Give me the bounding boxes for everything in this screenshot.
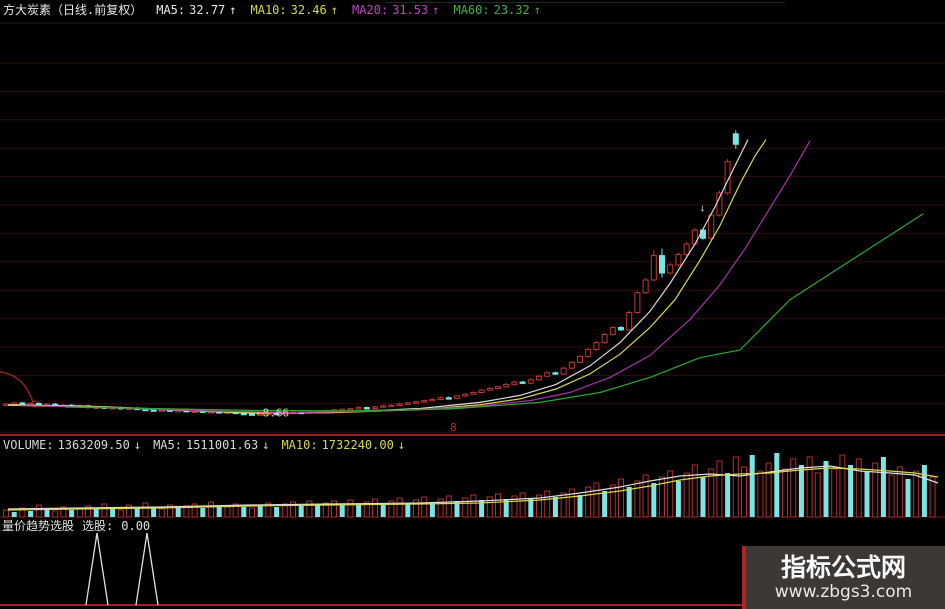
- down-arrow-icon: ↓: [133, 438, 142, 452]
- svg-text:←8.66: ←8.66: [256, 406, 289, 419]
- stock-title: 方大炭素（日线.前复权）: [3, 3, 143, 17]
- window-edge-line: [385, 2, 785, 3]
- up-arrow-icon: ↑: [533, 3, 541, 17]
- indicator-header: 量价趋势选股 选股: 0.00: [2, 519, 150, 534]
- down-arrow-icon: ↓: [262, 438, 270, 452]
- ma60-readout: MA60: 23.32 ↑: [453, 3, 541, 17]
- watermark-logo: 指标公式网 www.zbgs3.com: [742, 546, 945, 609]
- volume-header: VOLUME: 1363209.50 ↓ MA5: 1511001.63 ↓ MA10:…: [3, 438, 405, 453]
- ma5-readout: MA5: 32.77 ↑: [156, 3, 237, 17]
- panel-divider[interactable]: [0, 434, 945, 436]
- volume-chart[interactable]: [0, 436, 945, 518]
- watermark-red-stripe: [742, 546, 746, 609]
- candlestick-chart[interactable]: ←8.66 ↓: [0, 20, 945, 436]
- vol-ma5-readout: MA5: 1511001.63 ↓: [153, 438, 270, 452]
- svg-text:↓: ↓: [699, 202, 706, 215]
- ma10-readout: MA10: 32.46 ↑: [250, 3, 338, 17]
- vol-ma10-readout: MA10: 1732240.00 ↓: [281, 438, 406, 452]
- up-arrow-icon: ↑: [229, 3, 237, 17]
- volume-readout: VOLUME: 1363209.50 ↓: [3, 438, 142, 452]
- watermark-site-name: 指标公式网: [780, 552, 906, 582]
- ma20-readout: MA20: 31.53 ↑: [351, 3, 440, 17]
- watermark-site-url: www.zbgs3.com: [774, 581, 913, 602]
- down-arrow-icon: ↓: [397, 438, 406, 452]
- up-arrow-icon: ↑: [432, 3, 440, 17]
- divider-marker: 8: [450, 421, 457, 434]
- indicator-value: 0.00: [121, 519, 151, 533]
- up-arrow-icon: ↑: [330, 3, 338, 17]
- indicator-value-label: 选股:: [82, 519, 114, 533]
- indicator-title: 量价趋势选股: [2, 519, 75, 533]
- main-chart-header: 方大炭素（日线.前复权） MA5: 32.77 ↑ MA10: 32.46 ↑ MA20…: [3, 2, 541, 19]
